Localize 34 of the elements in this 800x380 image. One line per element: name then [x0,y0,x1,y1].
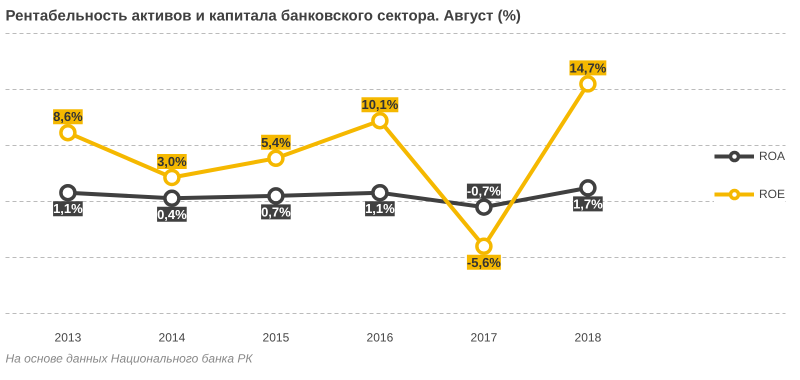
data-label: 1,1% [53,201,84,216]
data-label: 0,4% [157,206,188,222]
point [59,184,77,202]
point [59,124,77,142]
data-label: 1,1% [365,201,396,216]
data-label: 3,0% [157,154,188,169]
data-label: 14,7% [569,60,607,76]
point [267,187,285,205]
text: На основе данных Национального банка РК [6,352,254,366]
point [475,238,493,256]
x-tick-label: 2017 [470,330,498,344]
x-tick-label: 2015 [262,330,290,344]
point [579,179,597,197]
point [163,190,181,208]
data-label: 1,7% [573,196,604,212]
point [579,75,597,93]
x-tick-label: 2014 [158,330,186,344]
data-label: 0,7% [261,204,292,220]
point [267,150,285,168]
x-tick-label: 2018 [574,330,602,344]
data-label: 8,6% [53,109,84,124]
legend-label: ROE [758,187,785,201]
legend-label: ROA [758,149,785,163]
x-tick-label: 2016 [366,330,394,344]
point [371,112,389,130]
point [475,198,493,216]
point [371,184,389,202]
data-label: 5,4% [261,134,292,150]
data-label: 10,1% [361,97,399,112]
point [163,168,181,186]
data-label: -5,6% [466,254,502,270]
x-tick-label: 2013 [54,330,82,344]
chart-title: Рентабельность активов и капитала банковского сектора. Август (%) [6,8,521,24]
data-label: -0,7% [466,184,502,199]
